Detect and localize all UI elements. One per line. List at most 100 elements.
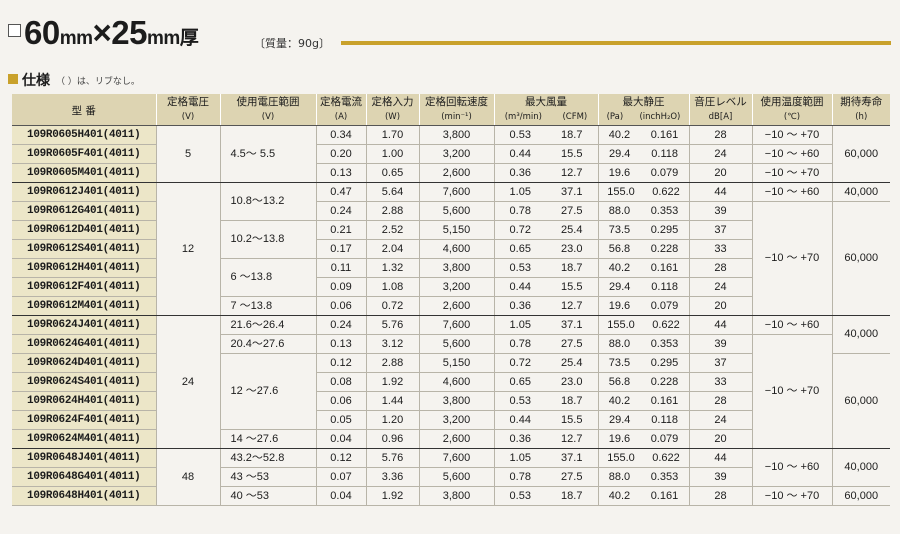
pressure-inch: 0.228 xyxy=(650,375,679,388)
airflow-m3: 0.78 xyxy=(509,470,531,483)
noise-cell: 20 xyxy=(688,163,752,183)
airflow-m3: 0.53 xyxy=(509,489,531,502)
table-row: 109R0624F401(4011) 0.05 1.20 3,200 0.44 1… xyxy=(12,410,890,430)
model-cell: 109R0605M401(4011) xyxy=(12,163,156,183)
pressure-pa: 29.4 xyxy=(608,413,631,426)
airflow-cell: 0.36 12.7 xyxy=(493,296,598,316)
noise-cell: 24 xyxy=(688,410,752,430)
temp-cell: −10 ～ +70 xyxy=(751,163,832,183)
airflow-cfm: 18.7 xyxy=(561,261,583,274)
table-row: 109R0605H401(4011) 5 4.5～ 5.5 0.34 1.70 … xyxy=(12,125,890,183)
airflow-cfm: 37.1 xyxy=(561,451,583,464)
model-cell: 109R0612H401(4011) xyxy=(12,258,156,278)
speed-cell: 4,600 xyxy=(418,372,494,392)
noise-cell: 39 xyxy=(688,334,752,354)
pressure-cell: 155.0 0.622 xyxy=(597,448,689,468)
current-cell: 0.05 xyxy=(315,410,366,430)
col-life: 期待寿命 (h) xyxy=(831,94,890,126)
power-cell: 3.36 xyxy=(365,467,419,487)
power-cell: 1.70 xyxy=(365,125,419,145)
spec-square-icon xyxy=(8,74,18,84)
pressure-pa: 19.6 xyxy=(608,299,631,312)
power-cell: 1.44 xyxy=(365,391,419,411)
range-cell: 10.8～13.2 xyxy=(219,182,316,221)
pressure-cell: 73.5 0.295 xyxy=(597,220,689,240)
pressure-cell: 19.6 0.079 xyxy=(597,429,689,449)
pressure-inch: 0.353 xyxy=(650,204,679,217)
airflow-m3: 1.05 xyxy=(509,318,531,331)
range-cell: 20.4～27.6 xyxy=(219,334,316,354)
noise-cell: 28 xyxy=(688,486,752,506)
airflow-cell: 0.72 25.4 xyxy=(493,353,598,373)
pressure-pa: 73.5 xyxy=(608,223,631,236)
pressure-inch: 0.079 xyxy=(650,432,679,445)
pressure-cell: 56.8 0.228 xyxy=(597,372,689,392)
pressure-inch: 0.622 xyxy=(652,451,680,464)
airflow-cell: 0.72 25.4 xyxy=(493,220,598,240)
pressure-pa: 40.2 xyxy=(608,489,631,502)
current-cell: 0.17 xyxy=(315,239,366,259)
airflow-cell: 0.78 27.5 xyxy=(493,334,598,354)
page-title: 60mm×25mm厚 xyxy=(24,14,199,51)
speed-cell: 2,600 xyxy=(418,296,494,316)
table-row: 109R0612D401(4011) 10.2～13.8 0.21 2.52 5… xyxy=(12,220,890,259)
pressure-pa: 88.0 xyxy=(608,337,631,350)
airflow-cfm: 27.5 xyxy=(561,337,583,350)
volt-cell: 12 xyxy=(155,182,220,316)
range-cell: 21.6～26.4 xyxy=(219,315,316,335)
noise-cell: 20 xyxy=(688,296,752,316)
airflow-m3: 0.53 xyxy=(509,128,531,141)
pressure-inch: 0.079 xyxy=(650,299,679,312)
airflow-m3: 0.72 xyxy=(509,356,531,369)
pressure-cell: 40.2 0.161 xyxy=(597,125,689,145)
power-cell: 2.04 xyxy=(365,239,419,259)
airflow-m3: 0.72 xyxy=(509,223,531,236)
speed-cell: 3,800 xyxy=(418,486,494,506)
power-cell: 0.65 xyxy=(365,163,419,183)
current-cell: 0.12 xyxy=(315,448,366,468)
airflow-cfm: 15.5 xyxy=(561,147,583,160)
table-row: 109R0612F401(4011) 0.09 1.08 3,200 0.44 1… xyxy=(12,277,890,297)
noise-cell: 28 xyxy=(688,125,752,145)
pressure-pa: 73.5 xyxy=(608,356,631,369)
airflow-m3: 0.44 xyxy=(509,413,531,426)
noise-cell: 20 xyxy=(688,429,752,449)
col-speed: 定格回転速度 (min⁻¹) xyxy=(418,94,494,126)
table-row: 109R0624G401(4011) 20.4～27.6 0.13 3.12 5… xyxy=(12,334,890,449)
airflow-cfm: 23.0 xyxy=(561,242,583,255)
model-cell: 109R0612M401(4011) xyxy=(12,296,156,316)
col-airflow: 最大風量 (m³/min) (CFM) xyxy=(493,94,598,126)
pressure-inch: 0.161 xyxy=(650,128,679,141)
power-cell: 5.64 xyxy=(365,182,419,202)
airflow-m3: 0.36 xyxy=(509,166,531,179)
col-power: 定格入力 (W) xyxy=(365,94,419,126)
current-cell: 0.13 xyxy=(315,163,366,183)
airflow-cell: 0.78 27.5 xyxy=(493,201,598,221)
pressure-pa: 88.0 xyxy=(608,470,631,483)
airflow-m3: 0.44 xyxy=(509,280,531,293)
noise-cell: 37 xyxy=(688,220,752,240)
airflow-cell: 0.78 27.5 xyxy=(493,467,598,487)
speed-cell: 7,600 xyxy=(418,448,494,468)
range-cell: 40 ～53 xyxy=(219,486,316,506)
speed-cell: 3,800 xyxy=(418,125,494,145)
col-pressure: 最大静圧 (Pa) (inchH₂O) xyxy=(597,94,689,126)
pressure-cell: 29.4 0.118 xyxy=(597,144,689,164)
airflow-m3: 0.36 xyxy=(509,299,531,312)
model-cell: 109R0624D401(4011) xyxy=(12,353,156,373)
current-cell: 0.34 xyxy=(315,125,366,145)
airflow-cfm: 12.7 xyxy=(561,432,583,445)
model-cell: 109R0605H401(4011) xyxy=(12,125,156,145)
title-row: 60mm×25mm厚 〔質量：90g〕 xyxy=(8,14,892,54)
power-cell: 2.88 xyxy=(365,201,419,221)
model-cell: 109R0648H401(4011) xyxy=(12,486,156,506)
airflow-cell: 0.65 23.0 xyxy=(493,239,598,259)
range-cell: 43.2～52.8 xyxy=(219,448,316,468)
table-row: 109R0624H401(4011) 0.06 1.44 3,800 0.53 1… xyxy=(12,391,890,411)
model-cell: 109R0648G401(4011) xyxy=(12,467,156,487)
airflow-cell: 1.05 37.1 xyxy=(493,182,598,202)
current-cell: 0.04 xyxy=(315,429,366,449)
range-cell: 10.2～13.8 xyxy=(219,220,316,259)
model-cell: 109R0605F401(4011) xyxy=(12,144,156,164)
airflow-cell: 0.65 23.0 xyxy=(493,372,598,392)
